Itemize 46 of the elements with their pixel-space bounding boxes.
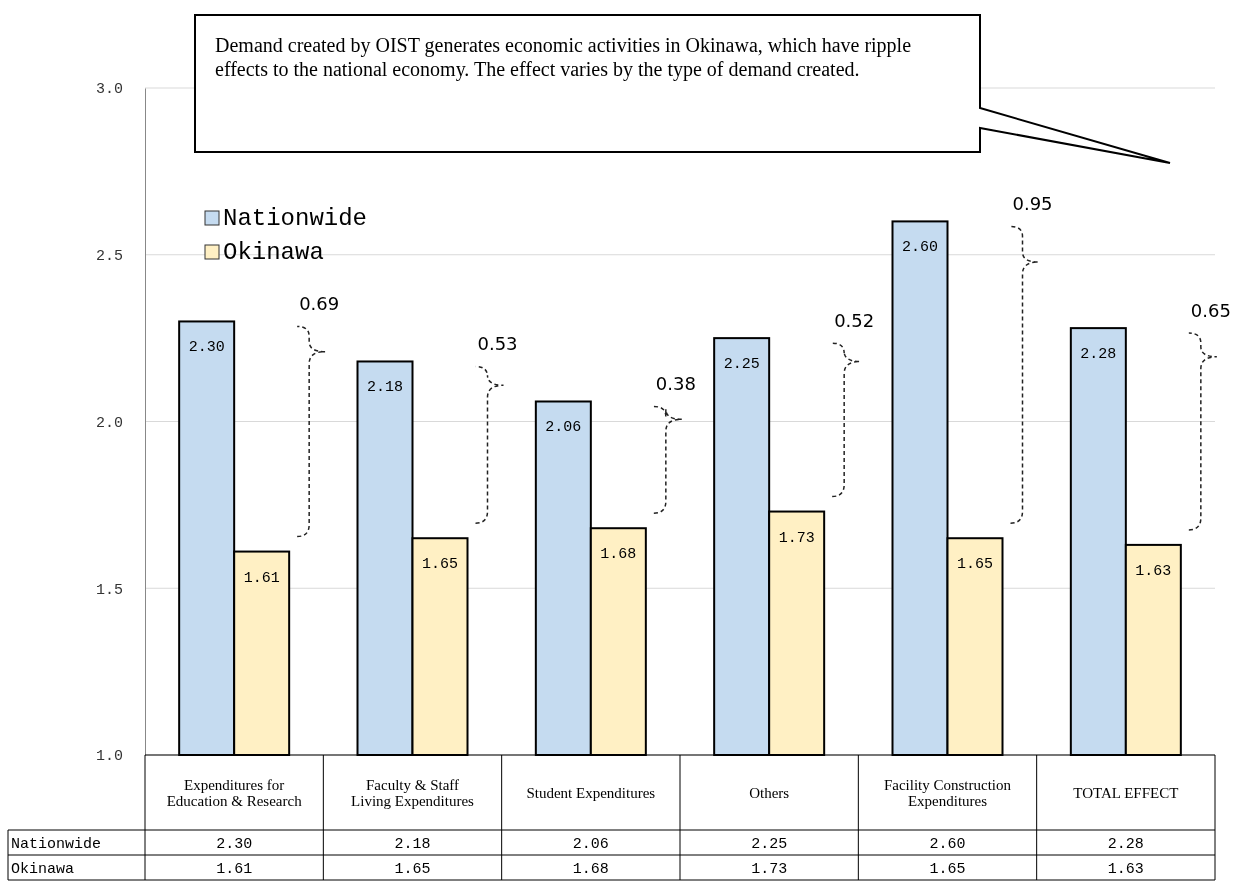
annotation: 0.52: [834, 310, 875, 332]
text: 1.68: [600, 546, 637, 564]
y-tick-label: 2.0: [95, 414, 123, 432]
text: 1.73: [778, 529, 815, 547]
y-tick-label: 1.5: [95, 581, 123, 599]
annotation: 0.38: [655, 373, 696, 395]
data-label: 1.65: [929, 861, 966, 878]
text: 1.61: [243, 569, 280, 587]
annotation: 0.69: [299, 293, 340, 315]
x-tick-label: Faculty & Staff Living Expenditures: [351, 776, 475, 809]
legend-label: Nationwide: [223, 205, 368, 232]
data-label: 2.30: [216, 836, 253, 853]
annotation: 0.53: [477, 333, 518, 355]
text: 1.65: [956, 556, 994, 574]
data-label: 1.61: [216, 861, 253, 878]
annotation: 0.95: [1012, 193, 1053, 215]
text: 2.25: [723, 356, 760, 374]
text: Demand created by OIST generates economic activities in Okinawa, which have ripple effects to the national economy. The effect varies by the type of demand created.: [215, 34, 912, 81]
x-tick-label: TOTAL EFFECT: [1073, 784, 1179, 801]
x-tick-label: Student Expenditures: [526, 784, 656, 801]
annotation: 0.65: [1190, 300, 1231, 322]
y-tick-label: 2.5: [95, 248, 123, 266]
data-label: 1.68: [572, 861, 609, 878]
text: 1.65: [421, 556, 459, 574]
data-label: 1.63: [1107, 861, 1144, 878]
x-tick-label: Expenditures for Education & Research: [166, 776, 303, 809]
text: 2.30: [188, 339, 225, 357]
data-label: 2.06: [572, 836, 609, 853]
y-tick-label: 3.0: [95, 81, 123, 99]
legend-label: Okinawa: [223, 239, 324, 266]
data-label: 1.65: [394, 861, 431, 878]
text: Okinawa: [11, 861, 75, 878]
x-tick-label: Facility Construction Expenditures: [883, 776, 1012, 809]
data-label: 2.25: [751, 836, 788, 853]
data-label: 2.60: [929, 836, 966, 853]
data-label: 2.28: [1107, 836, 1144, 853]
x-tick-label: Others: [749, 784, 790, 801]
data-label: 2.18: [394, 836, 431, 853]
text: 2.28: [1080, 346, 1117, 364]
text: 1.63: [1135, 562, 1172, 580]
text: 2.18: [366, 379, 404, 397]
text: Nationwide: [11, 836, 102, 853]
text: 2.06: [545, 419, 582, 437]
y-tick-label: 1.0: [95, 748, 123, 766]
text: 2.60: [901, 239, 939, 257]
data-label: 1.73: [751, 861, 788, 878]
